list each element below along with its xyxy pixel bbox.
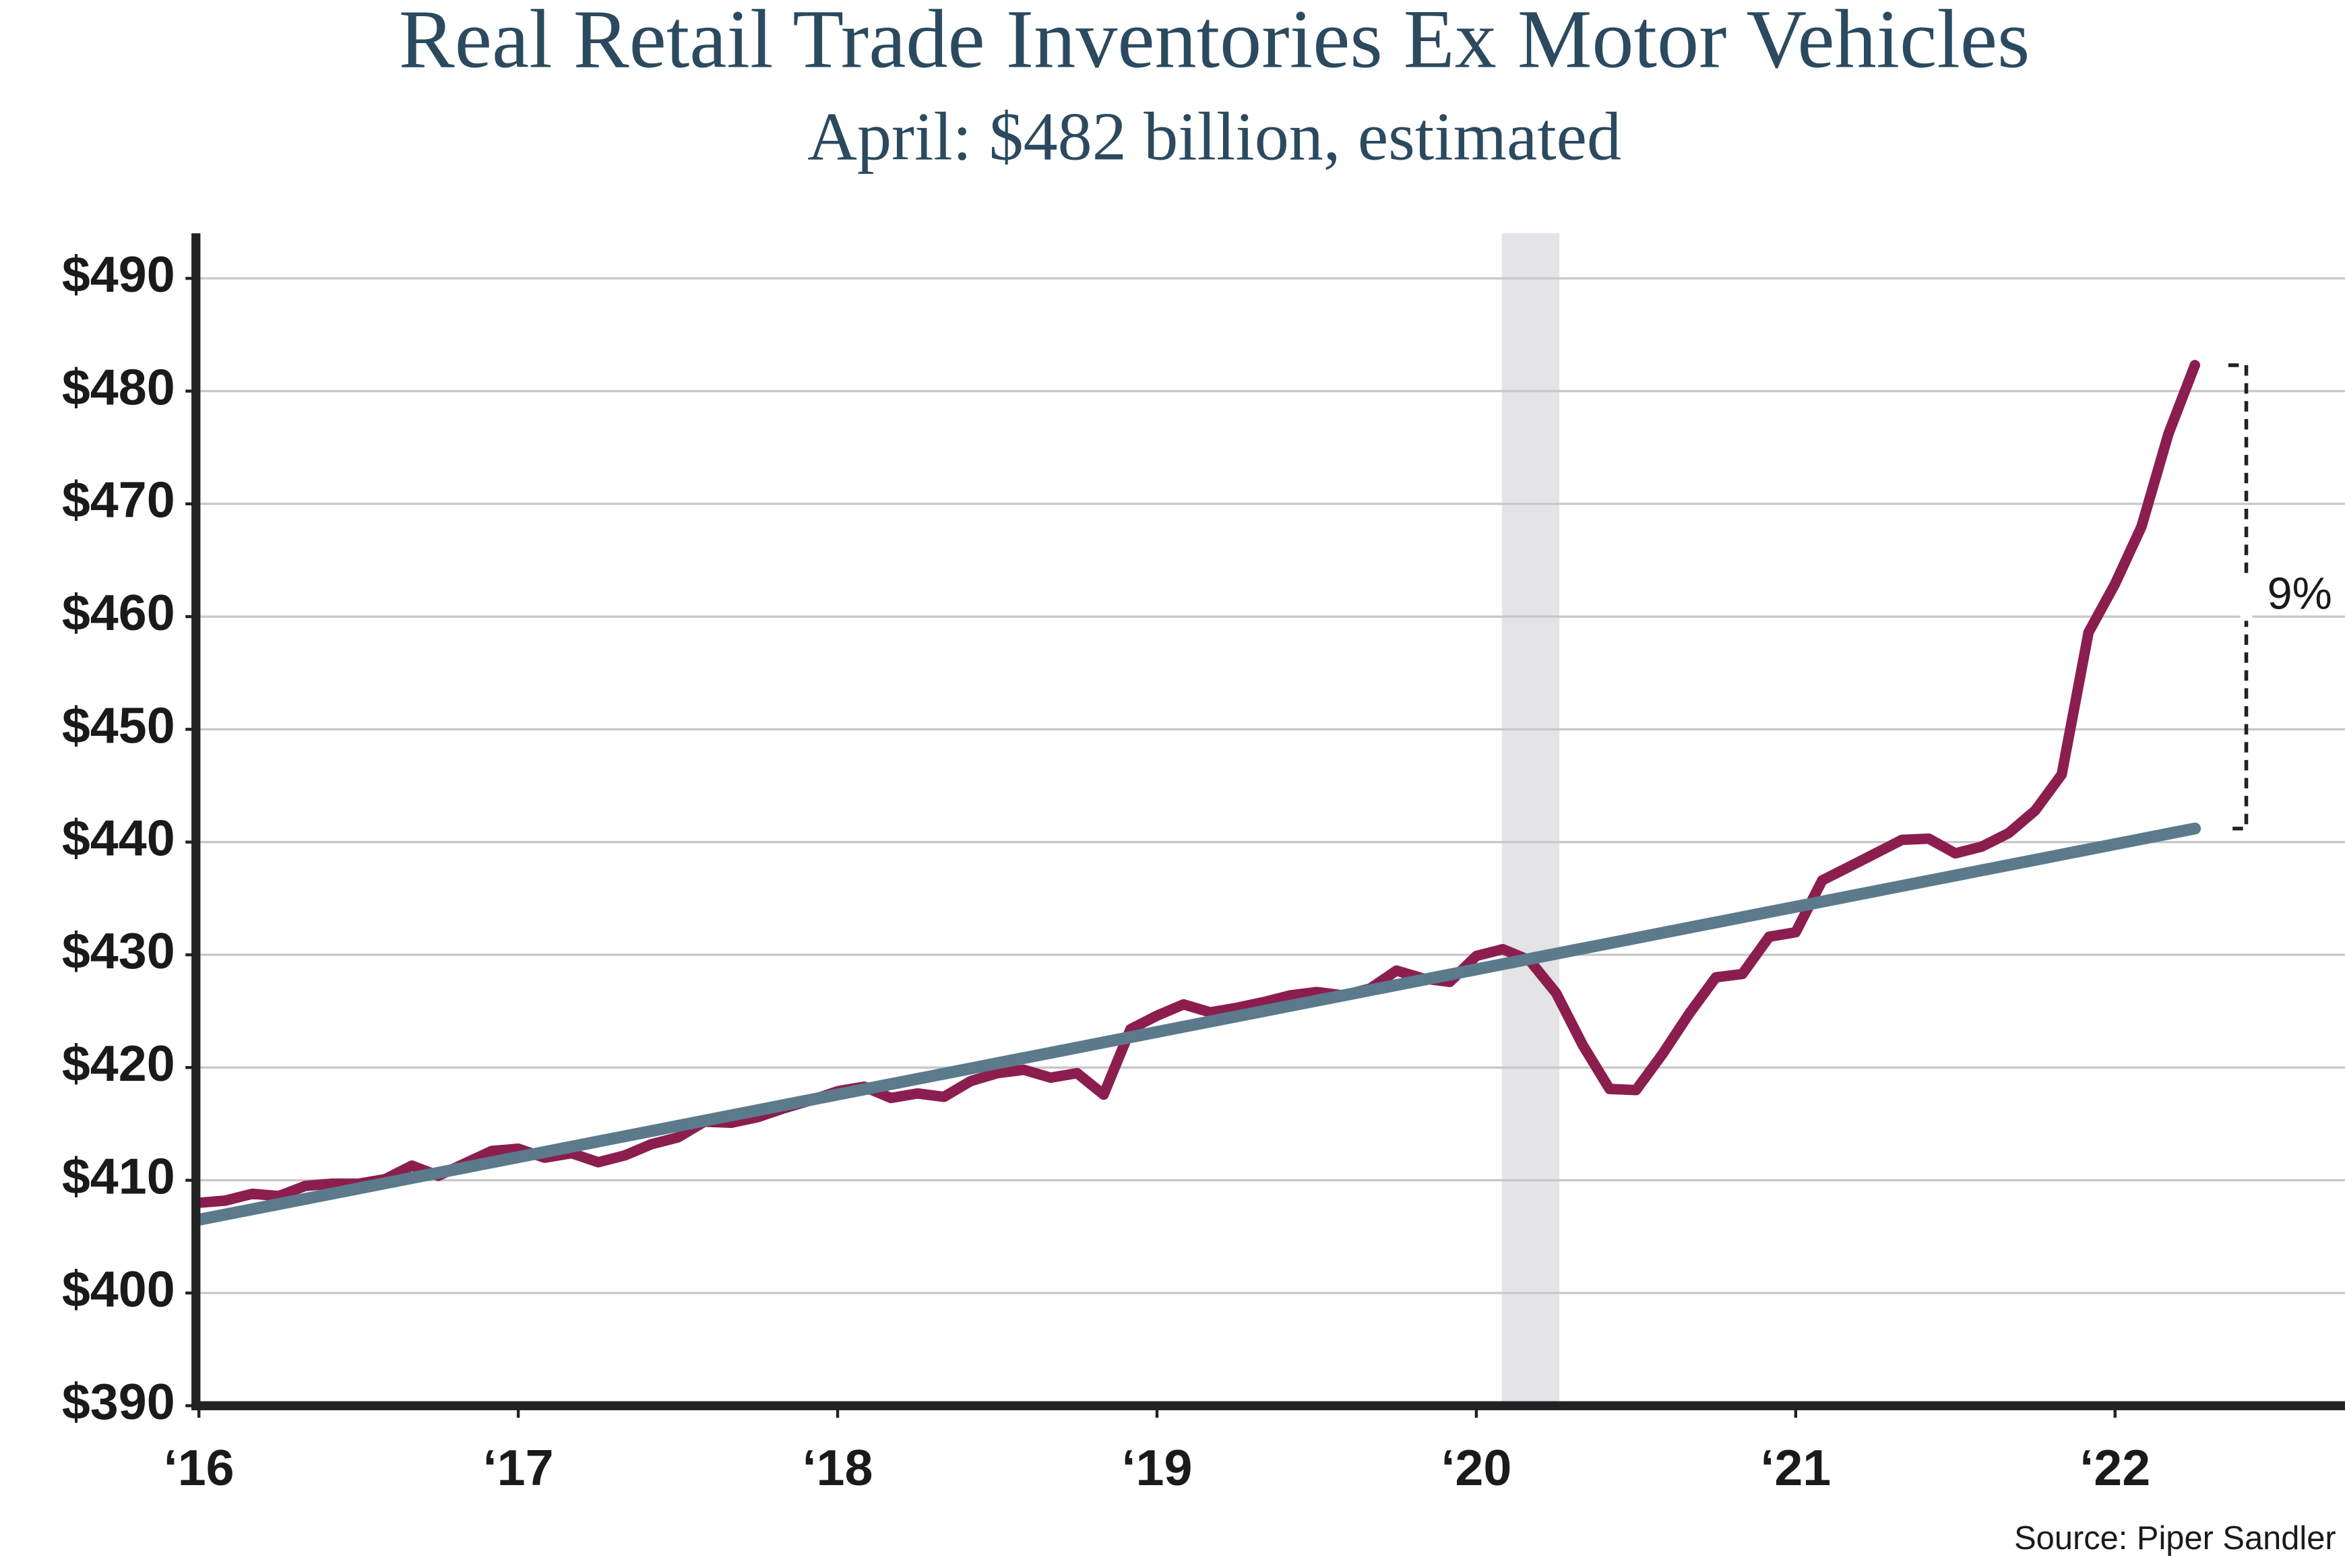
annotation-bracket — [2228, 363, 2249, 831]
x-tick-label: ‘19 — [1122, 1439, 1193, 1496]
y-tick-label: $450 — [62, 697, 175, 753]
y-tick-label: $470 — [62, 472, 175, 528]
x-tick-label: ‘20 — [1441, 1439, 1511, 1496]
x-tick-label: ‘22 — [2080, 1439, 2150, 1496]
y-tick-label: $480 — [62, 358, 175, 415]
y-tick-label: $430 — [62, 922, 175, 979]
series-line — [193, 360, 2201, 1208]
y-tick-label: $460 — [62, 584, 175, 641]
annotation-label: 9% — [2268, 569, 2332, 619]
y-tick-label: $390 — [62, 1373, 175, 1430]
x-tick-label: ‘16 — [164, 1439, 234, 1496]
y-tick-label: $420 — [62, 1035, 175, 1092]
y-tick-label: $440 — [62, 810, 175, 867]
source-note: Source: Piper Sandler — [2014, 1520, 2336, 1557]
chart-title: Real Retail Trade Inventories Ex Motor V… — [399, 0, 2030, 86]
recession-shade — [1501, 233, 1560, 1406]
y-tick-label: $410 — [62, 1148, 175, 1205]
x-tick-label: ‘18 — [803, 1439, 873, 1496]
series-line — [193, 822, 2201, 1226]
chart-subtitle: April: $482 billion, estimated — [807, 98, 1621, 175]
annotation-bg — [2240, 573, 2253, 621]
y-tick-label: $400 — [62, 1261, 175, 1317]
x-tick-label: ‘17 — [483, 1439, 554, 1496]
x-tick-label: ‘21 — [1760, 1439, 1831, 1496]
y-tick-label: $490 — [62, 246, 175, 303]
